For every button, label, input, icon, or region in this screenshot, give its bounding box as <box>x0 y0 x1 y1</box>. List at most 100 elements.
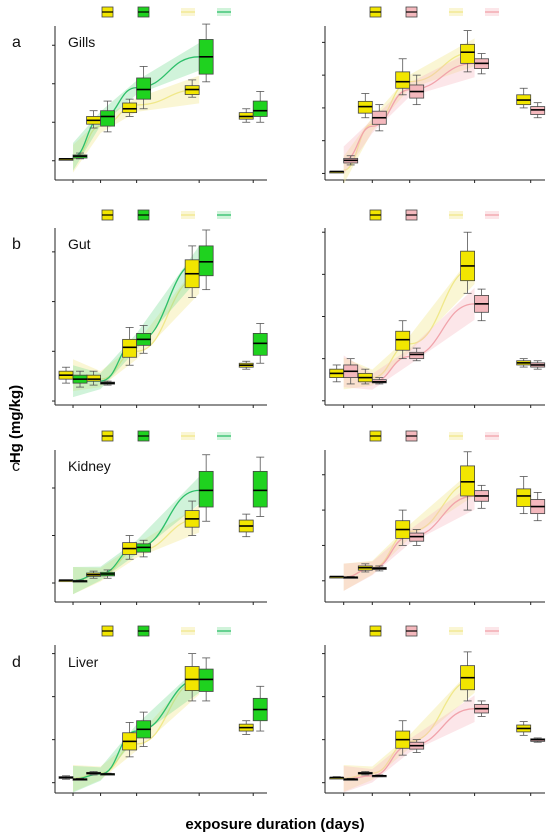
box-D1-day-30 <box>252 323 268 364</box>
box-D2-day-10 <box>409 529 425 546</box>
box-D1-day-10 <box>136 66 152 110</box>
box-D1-day-10 <box>136 325 152 354</box>
box-CD-day-10 <box>122 722 138 758</box>
box-body <box>100 110 115 127</box>
box-CD-day-4 <box>86 570 101 579</box>
panels: a Gills b Gut c Kidney d Liver <box>12 6 546 796</box>
box-body <box>409 351 425 360</box>
panel-d2 <box>322 625 546 796</box>
box-CD-day-10 <box>395 509 411 546</box>
box-CD-day-30 <box>238 108 254 123</box>
box-CD-day-0 <box>329 364 345 383</box>
panel-c: c Kidney <box>12 430 268 605</box>
confidence-band-D1 <box>73 245 200 398</box>
legend <box>369 209 499 221</box>
box-D1-day-30 <box>252 685 268 732</box>
box-D1-day-30 <box>252 91 268 123</box>
box-D1-day-30 <box>252 456 268 517</box>
box-D1-day-4 <box>100 100 115 133</box>
box-CD-day-20 <box>460 451 476 511</box>
box-body <box>460 43 476 64</box>
box-D1-day-10 <box>136 539 152 558</box>
box-D2-day-0 <box>343 358 359 385</box>
box-D2-day-20 <box>474 700 490 717</box>
box-D2-day-20 <box>474 53 490 75</box>
box-body <box>198 470 214 508</box>
box-CD-day-30 <box>516 358 532 368</box>
box-body <box>252 470 268 508</box>
box-D1-day-0 <box>72 777 88 781</box>
box-CD-day-4 <box>357 368 373 385</box>
box-CD-day-4 <box>357 93 373 119</box>
box-D2-day-4 <box>371 565 387 572</box>
box-CD-day-30 <box>238 513 254 538</box>
legend <box>369 430 499 442</box>
box-D2-day-20 <box>474 288 490 322</box>
box-body <box>198 668 214 692</box>
confidence-band-CD <box>343 38 475 185</box>
box-D2-day-30 <box>530 102 546 119</box>
confidence-band-D2 <box>343 49 475 175</box>
box-D2-day-10 <box>409 739 425 753</box>
box-D2-day-30 <box>530 737 546 743</box>
box-D1-day-10 <box>136 711 152 747</box>
box-CD-day-30 <box>238 360 254 370</box>
box-D2-day-4 <box>371 104 387 132</box>
box-D2-day-20 <box>474 484 490 509</box>
box-CD-day-4 <box>86 771 101 776</box>
box-CD-day-20 <box>184 79 200 98</box>
box-D1-day-4 <box>100 569 115 579</box>
legend <box>101 625 231 637</box>
panel-b: b Gut <box>12 209 268 408</box>
box-D1-day-0 <box>72 370 88 388</box>
box-body <box>252 333 268 356</box>
box-CD-day-4 <box>86 110 101 129</box>
box-D2-day-0 <box>343 777 359 781</box>
box-body <box>395 71 411 89</box>
panel-b2 <box>322 209 546 408</box>
box-body <box>198 245 214 277</box>
box-body <box>395 330 411 351</box>
box-D2-day-0 <box>343 576 359 579</box>
box-D2-day-10 <box>409 74 425 106</box>
box-CD-day-0 <box>58 158 74 161</box>
legend <box>369 625 499 637</box>
legend <box>101 430 231 442</box>
box-D1-day-20 <box>198 23 214 83</box>
box-body <box>252 100 268 117</box>
box-body <box>122 102 138 114</box>
panel-a2 <box>322 6 546 185</box>
box-CD-day-0 <box>58 579 74 583</box>
panel-letter: d <box>12 654 21 671</box>
tissue-name: Kidney <box>68 458 111 474</box>
box-body <box>460 465 476 497</box>
x-axis-label: exposure duration (days) <box>185 816 364 833</box>
panel-letter: b <box>12 236 21 253</box>
fit-line-D2 <box>343 708 475 780</box>
fit-line-D2 <box>343 62 475 161</box>
box-D1-day-20 <box>198 454 214 522</box>
box-CD-day-0 <box>58 775 74 780</box>
box-CD-day-20 <box>460 30 476 73</box>
box-CD-day-20 <box>184 500 200 536</box>
box-CD-day-0 <box>329 170 345 174</box>
box-D2-day-0 <box>343 155 359 166</box>
confidence-band-CD <box>73 75 200 173</box>
box-CD-day-10 <box>395 320 411 360</box>
tissue-name: Gills <box>68 34 95 50</box>
box-CD-day-0 <box>58 366 74 384</box>
box-CD-day-20 <box>460 651 476 702</box>
panel-letter: c <box>12 458 20 475</box>
box-D2-day-4 <box>371 774 387 778</box>
confidence-band-D1 <box>73 42 200 171</box>
box-CD-day-0 <box>329 575 345 579</box>
box-CD-day-20 <box>460 231 476 294</box>
box-D2-day-10 <box>409 347 425 362</box>
box-D1-day-0 <box>72 579 88 583</box>
box-CD-day-30 <box>516 476 532 515</box>
fit-line-D1 <box>72 56 200 158</box>
box-D1-day-20 <box>198 229 214 291</box>
box-D1-day-4 <box>100 380 115 386</box>
confidence-band-D1 <box>73 666 200 793</box>
fit-line-CD <box>72 88 200 160</box>
